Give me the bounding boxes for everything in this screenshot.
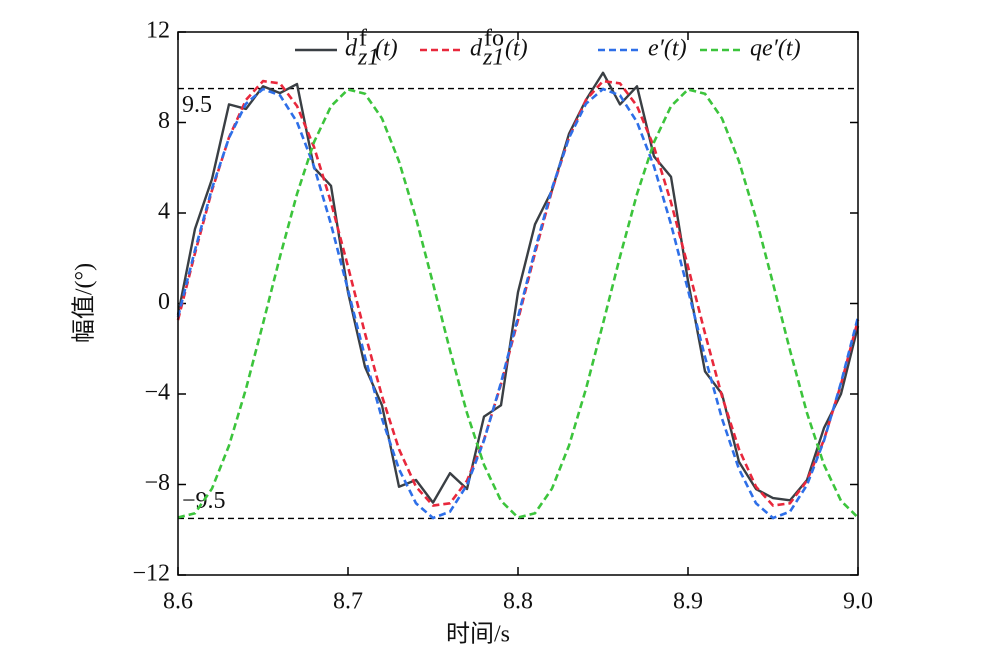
y-tick-label: 4 bbox=[158, 199, 170, 225]
legend-label: e′(t) bbox=[648, 36, 687, 62]
reference-label: −9.5 bbox=[182, 488, 226, 514]
y-axis-label: 幅值/(°) bbox=[71, 263, 98, 343]
x-tick-label: 9.0 bbox=[843, 589, 873, 615]
x-tick-label: 8.7 bbox=[333, 589, 363, 615]
series-line bbox=[176, 79, 860, 507]
legend-sup: f bbox=[359, 26, 367, 52]
y-tick-label: −8 bbox=[144, 470, 170, 496]
series-line bbox=[176, 87, 860, 520]
legend-name: d bbox=[345, 36, 358, 62]
legend-sub: z1 bbox=[482, 45, 504, 71]
legend-sub: z1 bbox=[357, 45, 379, 71]
x-tick-label: 8.8 bbox=[503, 589, 533, 615]
y-tick-label: −12 bbox=[132, 561, 170, 587]
series-line bbox=[176, 71, 860, 504]
legend-label: qe′(t) bbox=[750, 36, 801, 62]
y-tick-label: −4 bbox=[144, 380, 170, 406]
series-line bbox=[177, 88, 859, 519]
legend-suffix: (t) bbox=[375, 36, 398, 62]
reference-label: 9.5 bbox=[182, 92, 212, 118]
y-tick-label: 12 bbox=[146, 18, 170, 44]
legend-sup: fo bbox=[484, 26, 504, 52]
x-axis-label: 时间/s bbox=[446, 621, 510, 648]
legend-label: d fz1(t) bbox=[345, 26, 398, 71]
x-tick-label: 8.9 bbox=[673, 589, 703, 615]
legend-name: d bbox=[470, 36, 483, 62]
legend-suffix: (t) bbox=[505, 36, 528, 62]
y-tick-label: 8 bbox=[158, 108, 170, 134]
plot-frame bbox=[177, 31, 859, 576]
y-tick-label: 0 bbox=[158, 289, 170, 315]
x-tick-label: 8.6 bbox=[163, 589, 193, 615]
